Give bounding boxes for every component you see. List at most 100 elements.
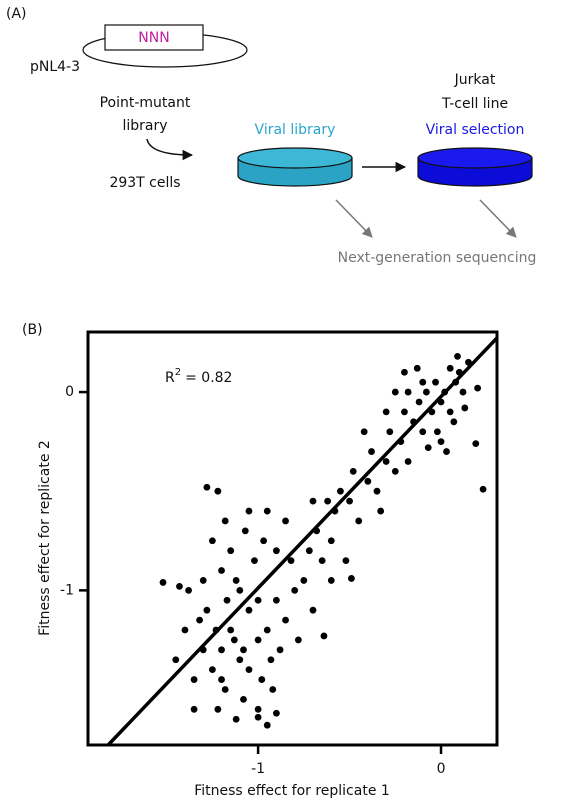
point	[294, 636, 302, 644]
point	[263, 507, 271, 515]
panel-label: (A)	[6, 6, 27, 22]
point	[446, 408, 454, 416]
plot-frame	[86, 330, 499, 747]
point	[324, 497, 332, 505]
point	[196, 616, 203, 624]
point	[291, 586, 299, 594]
point	[232, 715, 240, 723]
point	[267, 656, 275, 664]
point	[241, 527, 249, 535]
x-tick-label: -1	[251, 761, 265, 777]
point	[327, 537, 335, 545]
cells-label: 293T cells	[109, 175, 180, 191]
point	[282, 616, 289, 624]
point	[368, 448, 375, 455]
point	[208, 537, 216, 545]
point	[203, 606, 211, 614]
point	[159, 579, 167, 586]
point	[373, 487, 381, 495]
point	[355, 517, 363, 525]
annotation-rest: = 0.82	[185, 370, 232, 386]
point	[327, 577, 335, 584]
plasmid-name: pNL4-3	[30, 59, 80, 75]
point	[273, 547, 280, 555]
point	[263, 626, 271, 634]
annotation: R2 = 0.82	[165, 367, 232, 386]
jurkat-label: Jurkat	[454, 72, 496, 88]
sequencing-label: Next-generation sequencing	[338, 250, 537, 266]
point	[199, 577, 207, 584]
point	[382, 458, 390, 465]
point	[230, 636, 238, 644]
point	[419, 428, 427, 436]
point	[474, 384, 482, 392]
point	[218, 646, 225, 654]
point	[349, 467, 357, 475]
point	[360, 428, 368, 436]
point	[401, 408, 408, 416]
point	[432, 378, 439, 386]
point	[450, 418, 458, 426]
plasmid-insert: NNN	[138, 30, 169, 46]
point	[391, 388, 399, 396]
plot	[106, 336, 497, 745]
point	[218, 676, 225, 683]
point	[245, 606, 253, 614]
point	[221, 686, 229, 693]
point	[269, 686, 277, 693]
point	[190, 676, 198, 683]
annotation-sup: 2	[175, 367, 181, 378]
point	[404, 458, 412, 465]
point	[433, 428, 441, 436]
point	[240, 646, 247, 654]
point	[472, 440, 480, 448]
point	[305, 547, 313, 555]
point	[273, 596, 280, 604]
y-tick-label: 0	[65, 384, 74, 400]
point	[347, 575, 355, 582]
viral-selection-label: Viral selection	[426, 122, 525, 138]
x-tick-label: 0	[437, 761, 446, 777]
viral-library-label: Viral library	[255, 122, 336, 138]
point	[300, 577, 308, 584]
point	[208, 666, 216, 674]
point	[318, 557, 326, 565]
point	[218, 567, 225, 574]
point	[258, 676, 266, 683]
point	[254, 713, 262, 721]
point	[437, 438, 445, 446]
point	[377, 507, 385, 515]
point	[415, 398, 423, 406]
annotation-base: R	[165, 370, 175, 386]
point	[190, 705, 198, 713]
y-tick-label: -1	[60, 582, 74, 598]
point	[227, 547, 235, 555]
point	[260, 537, 267, 545]
fit-line	[106, 336, 497, 745]
point	[422, 388, 430, 396]
seq-arrow	[479, 199, 517, 238]
point	[223, 596, 231, 604]
point	[446, 364, 454, 372]
point	[320, 632, 328, 640]
point	[276, 646, 284, 654]
point	[254, 596, 262, 604]
y-axis-title: Fitness effect for replicate 2	[37, 440, 53, 636]
x-axis-title: Fitness effect for replicate 1	[194, 783, 390, 799]
point	[424, 444, 432, 451]
point	[337, 487, 344, 495]
point	[386, 428, 394, 436]
point	[287, 557, 295, 565]
point	[282, 517, 289, 525]
point	[479, 485, 487, 493]
point	[245, 666, 253, 674]
point	[254, 636, 262, 644]
point	[221, 517, 229, 525]
point	[342, 557, 350, 565]
dish-top	[237, 147, 353, 169]
point	[364, 477, 372, 485]
point	[214, 705, 222, 713]
point	[172, 656, 180, 664]
transfect-arrow	[146, 138, 194, 161]
